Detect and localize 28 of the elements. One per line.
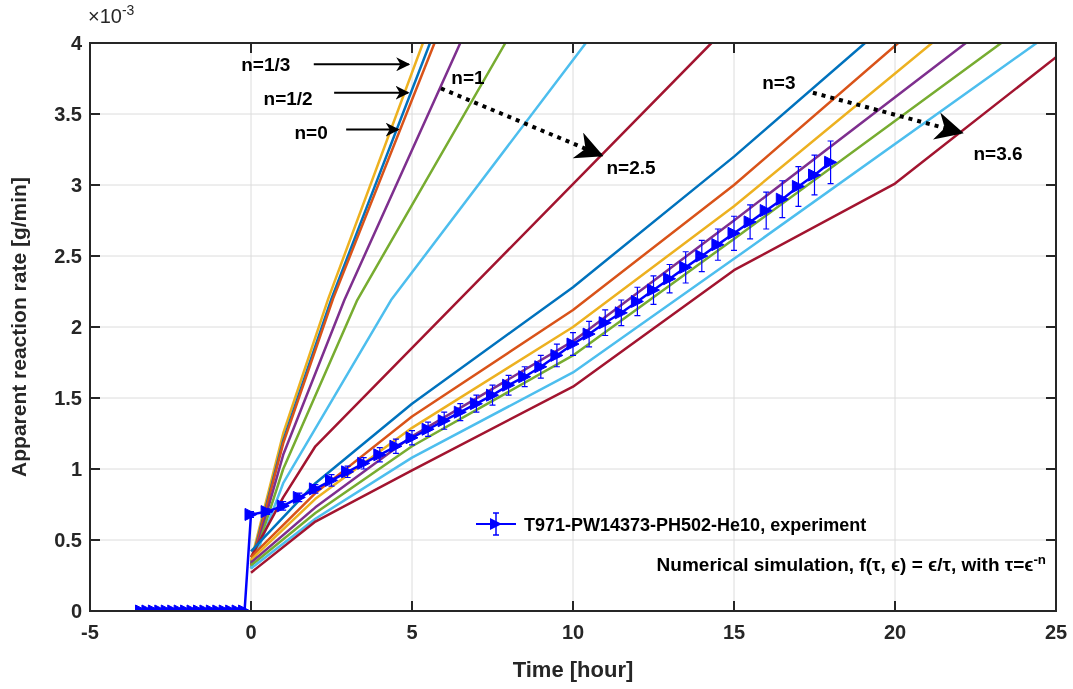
y-tick-label: 2.5	[54, 245, 82, 267]
x-tick-label: 0	[245, 621, 257, 643]
y-tick-label: 3	[70, 174, 82, 196]
y-tick-label: 0	[70, 600, 82, 622]
annotation: Numerical simulation, f(τ, ϵ) = ϵ/τ, with τ=ϵ$^{-n}$	[656, 551, 1046, 575]
x-tick-label: 20	[883, 621, 907, 643]
y-tick-label: 0.5	[54, 529, 82, 551]
x-tick-label: 5	[406, 621, 418, 643]
annotation: n=3	[762, 71, 796, 93]
y-tick-label: 4	[70, 32, 83, 54]
text: ×10$^{-3}$	[88, 2, 135, 27]
x-tick-label: 10	[561, 621, 585, 643]
y-tick-label: 2	[70, 316, 82, 338]
y-axis-title: Apparent reaction rate [g/min]	[7, 177, 30, 477]
annotation: n=3.6	[973, 143, 1023, 165]
y-tick-label: 3.5	[54, 103, 82, 125]
annotation: n=1	[451, 67, 486, 89]
legend-label: T971-PW14373-PH502-He10, experiment	[524, 515, 867, 535]
annotation: n=2.5	[606, 157, 656, 179]
x-axis-title: Time [hour]	[512, 657, 634, 682]
x-tick-label: 25	[1044, 621, 1068, 643]
x-tick-label: 15	[722, 621, 746, 643]
x-tick-label: -5	[81, 621, 99, 643]
y-tick-label: 1	[70, 458, 82, 480]
y-tick-label: 1.5	[54, 387, 82, 409]
annotation: n=0	[294, 121, 328, 143]
annotation: n=1/3	[241, 54, 291, 76]
annotation: n=1/2	[263, 87, 313, 109]
